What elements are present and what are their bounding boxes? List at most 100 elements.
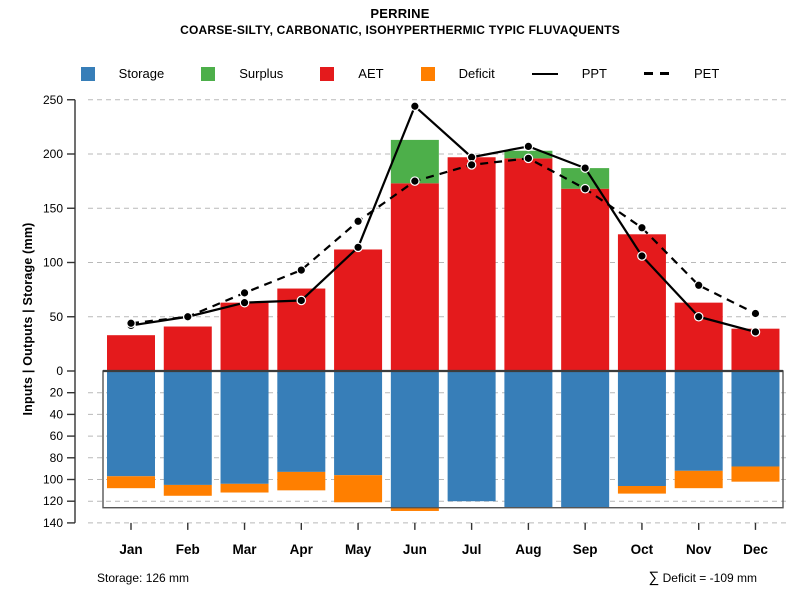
bar-deficit-dec bbox=[731, 466, 780, 482]
bar-storage-oct bbox=[617, 371, 666, 487]
ppt-point-nov bbox=[693, 311, 704, 322]
pet-point-nov bbox=[693, 280, 704, 291]
y-tick-label: 20 bbox=[50, 386, 64, 400]
bar-deficit-may bbox=[334, 475, 383, 503]
pet-point-jan bbox=[126, 318, 136, 329]
pet-point-feb bbox=[182, 311, 193, 322]
pet-point-mar bbox=[239, 288, 250, 298]
x-tick-label-oct: Oct bbox=[631, 542, 654, 557]
legend-label: PPT bbox=[581, 66, 608, 81]
legend-label: Storage bbox=[118, 66, 165, 81]
x-tick-label-apr: Apr bbox=[290, 542, 314, 557]
ppt-point-may bbox=[353, 242, 363, 253]
x-tick-label-feb: Feb bbox=[176, 542, 200, 557]
bar-deficit-jan bbox=[107, 476, 155, 489]
bar-aet-jun bbox=[390, 183, 439, 371]
ppt-point-jun bbox=[410, 101, 420, 112]
sigma-symbol: ∑ bbox=[648, 569, 660, 586]
bar-storage-nov bbox=[674, 371, 723, 471]
bar-aet-sep bbox=[561, 188, 610, 371]
bar-aet-feb bbox=[163, 326, 212, 371]
y-tick-label: 140 bbox=[43, 516, 63, 530]
pet-point-oct bbox=[637, 222, 647, 233]
legend-item-deficit: Deficit bbox=[420, 66, 495, 81]
bar-deficit-mar bbox=[220, 483, 269, 493]
bar-deficit-oct bbox=[617, 486, 666, 494]
pet-point-may bbox=[353, 216, 363, 227]
ppt-point-oct bbox=[637, 251, 647, 261]
legend-item-storage: Storage bbox=[80, 66, 165, 81]
x-tick-label-aug: Aug bbox=[515, 542, 541, 557]
x-tick-label-jan: Jan bbox=[119, 542, 142, 557]
pet-point-jul bbox=[466, 160, 477, 170]
pet-point-aug bbox=[523, 153, 534, 164]
bar-deficit-jun bbox=[390, 507, 439, 511]
legend-item-aet: AET bbox=[320, 66, 384, 81]
deficit-swatch-icon bbox=[420, 66, 435, 81]
legend-item-surplus: Surplus bbox=[201, 66, 283, 81]
line-solid-sample-icon bbox=[531, 72, 558, 75]
legend: Storage Surplus AET Deficit PPT PET bbox=[0, 66, 800, 81]
pet-line bbox=[130, 157, 756, 325]
legend-label: AET bbox=[358, 66, 384, 81]
bar-storage-apr bbox=[277, 371, 326, 472]
y-tick-label: 150 bbox=[43, 201, 63, 215]
x-tick-label-jul: Jul bbox=[462, 542, 482, 557]
bar-storage-aug bbox=[504, 371, 553, 508]
storage-swatch-icon bbox=[80, 66, 95, 81]
storage-note: Storage: 126 mm bbox=[97, 571, 190, 585]
y-tick-label: 40 bbox=[50, 407, 64, 421]
x-tick-label-mar: Mar bbox=[233, 542, 258, 557]
bar-deficit-apr bbox=[277, 471, 326, 491]
bar-aet-aug bbox=[504, 158, 553, 371]
ppt-point-aug bbox=[523, 141, 534, 152]
x-tick-label-sep: Sep bbox=[573, 542, 598, 557]
y-tick-label: 0 bbox=[56, 364, 63, 378]
surplus-swatch-icon bbox=[201, 66, 216, 81]
bar-deficit-feb bbox=[163, 484, 212, 496]
y-tick-label: 100 bbox=[43, 256, 63, 270]
bar-aet-mar bbox=[220, 302, 269, 371]
pet-point-sep bbox=[580, 183, 590, 194]
x-tick-label-nov: Nov bbox=[686, 542, 712, 557]
x-tick-label-jun: Jun bbox=[403, 542, 427, 557]
bar-surplus-sep bbox=[561, 168, 610, 189]
x-tick-label-may: May bbox=[345, 542, 372, 557]
chart-subtitle: COARSE-SILTY, CARBONATIC, ISOHYPERTHERMI… bbox=[180, 23, 620, 37]
ppt-point-sep bbox=[580, 163, 590, 173]
legend-item-pet: PET bbox=[644, 66, 719, 81]
y-tick-label: 250 bbox=[43, 93, 63, 107]
pet-point-dec bbox=[750, 308, 761, 319]
ppt-point-dec bbox=[750, 327, 761, 337]
bar-deficit-nov bbox=[674, 470, 723, 489]
legend-label: PET bbox=[694, 66, 720, 81]
chart-title: PERRINE bbox=[370, 6, 430, 21]
pet-point-apr bbox=[296, 265, 307, 275]
ppt-point-mar bbox=[239, 297, 250, 308]
deficit-note: ∑ Deficit = -109 mm bbox=[0, 569, 757, 586]
legend-label: Deficit bbox=[458, 66, 495, 81]
bar-storage-mar bbox=[220, 371, 269, 484]
bar-storage-jun bbox=[390, 371, 439, 508]
y-tick-label: 120 bbox=[43, 494, 63, 508]
y-tick-label: 100 bbox=[43, 473, 63, 487]
line-dashed-sample-icon bbox=[644, 72, 671, 75]
bar-aet-jan bbox=[107, 335, 155, 371]
ppt-point-apr bbox=[296, 295, 307, 306]
y-tick-label: 200 bbox=[43, 147, 63, 161]
deficit-note-text: Deficit = -109 mm bbox=[659, 571, 757, 585]
bar-storage-feb bbox=[163, 371, 212, 485]
bar-storage-may bbox=[334, 371, 383, 476]
bar-storage-dec bbox=[731, 371, 780, 467]
bar-storage-sep bbox=[561, 371, 610, 508]
bar-storage-jul bbox=[447, 371, 496, 502]
y-tick-label: 60 bbox=[50, 429, 64, 443]
bar-aet-jul bbox=[447, 157, 496, 371]
x-tick-label-dec: Dec bbox=[743, 542, 768, 557]
aet-swatch-icon bbox=[320, 66, 335, 81]
legend-label: Surplus bbox=[239, 66, 284, 81]
y-tick-label: 50 bbox=[50, 310, 64, 324]
legend-item-ppt: PPT bbox=[531, 66, 608, 81]
pet-point-jun bbox=[410, 176, 420, 186]
